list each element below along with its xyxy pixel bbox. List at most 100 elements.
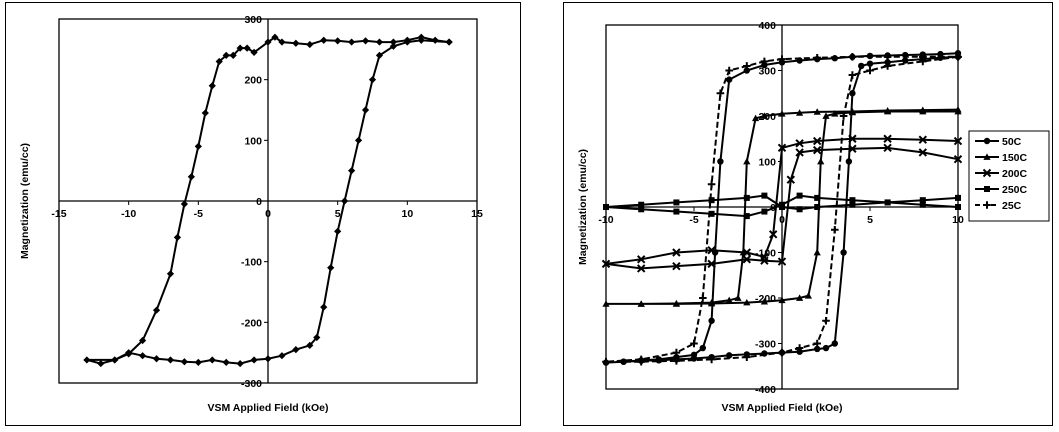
chart0-data-point [236, 359, 244, 368]
chart1-y-tick-label: -400 [755, 384, 776, 396]
chart0-data-point [361, 37, 370, 45]
chart1-legend-label: 25C [1002, 200, 1022, 212]
chart1-data-point [760, 112, 768, 119]
chart1-data-point [637, 355, 645, 364]
chart1-data-point [726, 76, 733, 83]
chart1-data-point [742, 255, 752, 264]
chart1-data-point [822, 112, 830, 119]
chart1-data-point [778, 348, 786, 357]
chart1-data-point [796, 109, 804, 116]
chart1-data-point [955, 194, 961, 201]
chart1-legend-label: 150C [1002, 152, 1028, 164]
chart1-legend-marker [983, 153, 991, 160]
chart0-data-point [389, 38, 397, 46]
chart1-series-25C [602, 53, 962, 366]
chart1-data-point [778, 55, 786, 63]
chart1-data-point [883, 62, 892, 70]
chart1-data-point [601, 259, 611, 269]
chart0-data-point [250, 48, 258, 56]
chart1-data-point [919, 53, 927, 61]
chart0-data-point [264, 38, 272, 46]
chart0-x-tick-label: 0 [265, 208, 271, 220]
chart0-data-point [354, 136, 363, 144]
chart1-data-point [638, 201, 645, 208]
chart0-data-point [152, 355, 161, 363]
chart0-data-point [222, 358, 230, 366]
chart1-data-point [673, 199, 680, 206]
chart1-data-point [760, 57, 769, 66]
chart1-data-point [743, 194, 750, 201]
chart1-data-point [796, 192, 803, 199]
right-chart-panel: -10 -5 0 5 10 -400 -300 -200 -100 0 100 200 300 400 VS… [563, 2, 1053, 426]
chart1-x-tick-label: -5 [689, 214, 698, 226]
chart1-data-point [707, 259, 716, 269]
chart0-data-point [306, 341, 314, 349]
chart1-data-point [636, 255, 646, 264]
chart0-y-tick-label: 100 [244, 135, 262, 147]
chart1-data-point [603, 204, 609, 210]
chart1-legend-marker [983, 201, 991, 209]
chart0-data-point [215, 57, 223, 66]
right-chart: -10 -5 0 5 10-400-300-200-1000100200300400VS… [577, 20, 1050, 414]
chart1-y-tick-label: 400 [758, 20, 776, 32]
chart1-data-point [743, 353, 751, 361]
chart0-data-point [327, 264, 335, 272]
chart0-data-point [417, 33, 425, 41]
chart1-data-point [796, 206, 803, 213]
chart0-data-point [201, 109, 209, 117]
chart0-data-point [292, 346, 300, 354]
chart0-data-point [361, 106, 370, 114]
chart1-legend-marker [982, 168, 992, 178]
chart1-data-point [955, 204, 961, 210]
chart0-data-point [208, 356, 216, 364]
chart1-series-250C [603, 192, 961, 220]
chart0-x-tick-label: -5 [194, 208, 203, 220]
chart1-legend [968, 130, 1050, 222]
chart0-data-point [250, 356, 258, 364]
chart0-data-point [187, 173, 195, 181]
chart1-data-point [866, 66, 874, 75]
chart1-data-point [848, 107, 856, 115]
chart0-data-point [139, 352, 147, 360]
chart1-data-point [804, 292, 812, 299]
chart1-data-point [831, 340, 838, 347]
chart1-data-point [849, 197, 856, 204]
chart1-data-point [795, 139, 804, 148]
chart0-data-point [375, 51, 384, 59]
chart1-data-point [883, 134, 892, 143]
chart0-data-point [125, 350, 133, 358]
chart0-data-point [278, 352, 286, 360]
chart1-data-point [954, 106, 962, 113]
chart1-data-point [726, 352, 733, 359]
chart1-data-point [866, 60, 874, 67]
left-chart: -15 -10 -5 0 5 10 15 -300 -200 -100 0 100 200 300 VSM … [19, 14, 483, 414]
chart0-y-tick-label: -300 [241, 378, 262, 390]
chart1-data-point [786, 175, 796, 184]
left-chart-panel: -15 -10 -5 0 5 10 15 -300 -200 -100 0 100 200 300 VSM … [5, 2, 521, 426]
chart1-y-tick-label: 300 [758, 66, 776, 78]
chart1-data-point [708, 317, 715, 324]
chart1-data-point [813, 108, 821, 115]
chart1-data-point [716, 89, 725, 98]
chart1-data-point [717, 158, 724, 165]
chart1-data-point [795, 148, 804, 157]
chart1-data-point [919, 201, 926, 208]
chart0-data-point [194, 358, 202, 366]
chart1-data-point [708, 298, 716, 306]
chart1-data-point [848, 134, 857, 143]
chart0-x-tick-label: 15 [471, 208, 483, 220]
chart0-x-tick-label: -10 [121, 208, 136, 220]
chart1-data-point [743, 67, 750, 74]
chart1-data-point [817, 157, 825, 165]
chart1-data-point [707, 246, 716, 255]
chart1-data-point [743, 213, 750, 220]
chart1-data-point [848, 144, 857, 153]
chart1-data-point [743, 298, 751, 306]
chart1-data-point [848, 71, 857, 79]
chart0-data-point [341, 197, 349, 205]
chart0-x-tick-label: 10 [401, 208, 413, 220]
chart1-x-axis-title: VSM Applied Field (kOe) [722, 402, 843, 414]
chart1-data-point [812, 136, 822, 146]
chart0-data-point [445, 38, 453, 46]
chart1-x-tick-label: 5 [867, 214, 873, 226]
